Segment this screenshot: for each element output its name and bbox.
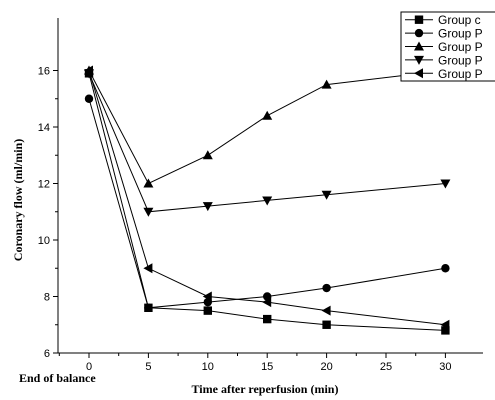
x-tick-label: 25 <box>380 361 392 373</box>
data-point-series-3 <box>202 150 213 160</box>
legend-label-4: Group P <box>438 53 483 67</box>
legend-label-2: Group P <box>438 27 483 41</box>
x-tick-label: 30 <box>439 361 451 373</box>
legend-marker-5 <box>414 68 423 79</box>
data-point-series-1 <box>203 306 212 315</box>
series-line-5 <box>88 70 446 326</box>
data-point-series-2 <box>84 94 94 103</box>
y-tick-label: 12 <box>38 179 50 191</box>
data-point-series-2 <box>144 303 153 312</box>
data-point-series-4 <box>321 190 332 200</box>
data-point-series-1 <box>322 320 331 329</box>
x-tick-label: 5 <box>145 361 151 373</box>
y-tick-label: 14 <box>38 122 50 134</box>
data-point-series-2 <box>441 264 450 273</box>
legend-marker-3 <box>414 41 424 51</box>
legend-marker-2 <box>414 28 424 38</box>
y-tick-label: 16 <box>38 66 50 78</box>
data-point-series-5 <box>143 263 153 274</box>
series-line-3 <box>88 70 446 185</box>
data-point-series-5 <box>440 319 450 330</box>
legend-marker-4 <box>414 55 424 65</box>
series-line-1 <box>88 73 446 331</box>
data-point-series-4 <box>440 179 451 189</box>
x-origin-label: End of balance <box>19 371 96 385</box>
x-tick-label: 15 <box>261 361 273 373</box>
legend-label-5: Group P <box>438 67 483 81</box>
x-tick-label: 0 <box>86 361 92 373</box>
data-point-series-5 <box>262 297 272 308</box>
data-point-series-3 <box>321 79 332 89</box>
data-point-series-4 <box>262 196 273 206</box>
data-point-series-5 <box>202 291 212 302</box>
x-tick-label: 20 <box>320 361 332 373</box>
data-point-series-1 <box>263 314 272 324</box>
x-tick-label: 10 <box>202 361 214 373</box>
legend-marker-1 <box>414 15 424 24</box>
y-tick-label: 6 <box>44 348 50 360</box>
y-axis-label: Coronary flow (ml/min) <box>11 139 25 261</box>
data-point-series-3 <box>143 178 154 188</box>
legend-label-3: Group P <box>438 40 483 54</box>
x-axis-label: Time after reperfusion (min) <box>192 382 339 396</box>
data-point-series-5 <box>321 305 331 316</box>
data-point-series-2 <box>322 283 331 293</box>
y-tick-label: 8 <box>44 292 50 304</box>
legend-label-1: Group c <box>438 13 481 27</box>
data-point-series-1 <box>441 326 450 335</box>
data-point-series-4 <box>143 207 154 217</box>
plot-area: 6 8 10 12 14 16 0 5 10 15 20 25 30 <box>38 18 483 373</box>
data-point-series-3 <box>262 110 273 120</box>
series-line-4 <box>88 73 446 213</box>
data-point-series-4 <box>202 202 213 212</box>
data-point-series-5 <box>84 65 93 76</box>
y-tick-label: 10 <box>38 235 50 247</box>
